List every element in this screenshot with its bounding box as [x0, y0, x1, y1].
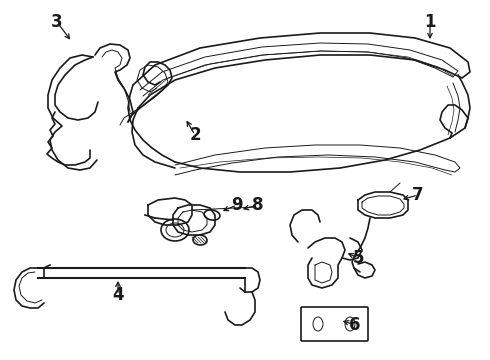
Text: 3: 3	[51, 13, 63, 31]
Text: 2: 2	[189, 126, 201, 144]
Text: 9: 9	[231, 196, 243, 214]
Text: 1: 1	[424, 13, 436, 31]
Text: 7: 7	[412, 186, 424, 204]
Text: 5: 5	[352, 249, 364, 267]
Text: 8: 8	[252, 196, 264, 214]
Text: 4: 4	[112, 286, 124, 304]
Text: 6: 6	[349, 316, 361, 334]
